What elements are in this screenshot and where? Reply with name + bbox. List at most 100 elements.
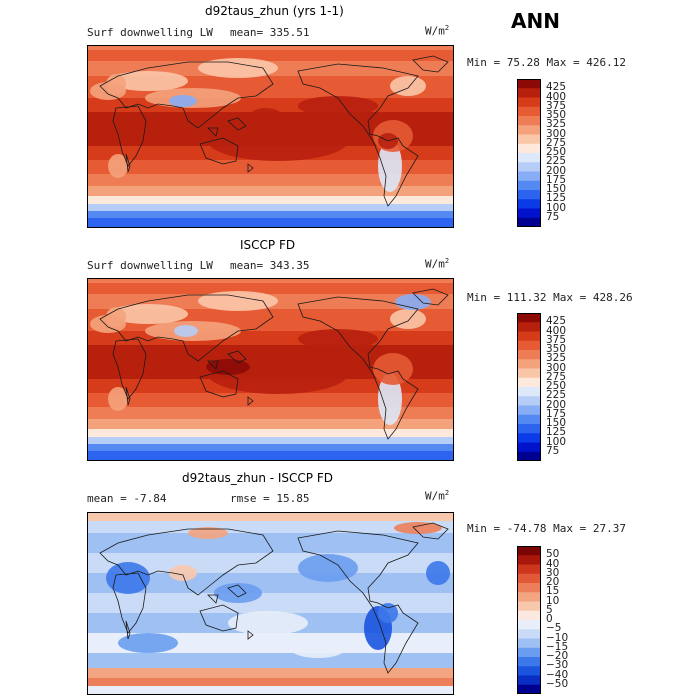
map-plot (87, 512, 454, 695)
map-blob (378, 373, 402, 425)
map-blob (390, 309, 426, 329)
colorbar-swatch (517, 190, 541, 200)
colorbar-swatch (517, 451, 541, 461)
coastline (112, 105, 147, 167)
map-band (88, 407, 453, 419)
coastline (227, 117, 247, 131)
map-blob (206, 359, 250, 375)
colorbar-tick-label: 325 (546, 118, 567, 131)
colorbar-tick-label: 100 (546, 201, 567, 214)
coastline (247, 396, 254, 406)
colorbar-swatch (517, 638, 541, 649)
map-blob (214, 583, 262, 603)
map-band (88, 283, 453, 288)
coastline (207, 594, 219, 604)
map-band (88, 668, 453, 678)
map-band (88, 279, 453, 283)
map-blob (108, 71, 188, 91)
coastline-layer (99, 55, 449, 207)
colorbar-tick-label: 0 (546, 613, 553, 625)
colorbar-tick-label: 125 (546, 426, 567, 439)
map-band (88, 46, 453, 50)
colorbar-swatch (517, 647, 541, 658)
map-blob (228, 611, 308, 635)
map-band (88, 76, 453, 86)
colorbar-swatch (517, 657, 541, 667)
colorbar-swatch (517, 675, 541, 686)
colorbar-tick-label: 375 (546, 99, 567, 112)
map-blob (298, 554, 358, 582)
colorbar-tick-label: 50 (546, 548, 560, 561)
colorbar-swatch (517, 405, 541, 416)
coastline (412, 522, 449, 540)
colorbar-swatch (517, 442, 541, 453)
colorbar-swatch (517, 88, 541, 98)
units-label: W/m2 (425, 489, 450, 503)
map-blob (426, 561, 450, 585)
colorbar-tick-label: −20 (546, 650, 569, 662)
minmax-label: Min = 111.32 Max = 428.26 (467, 291, 633, 304)
units-label: W/m2 (425, 24, 450, 38)
colorbar-swatch (517, 116, 541, 126)
map-band (88, 331, 453, 345)
colorbar-swatch (517, 79, 541, 89)
diff-bands (88, 513, 453, 694)
colorbar-swatch (517, 134, 541, 145)
coastline (199, 137, 239, 165)
colorbar-tick-label: 75 (546, 210, 560, 223)
map-band (88, 204, 453, 211)
colorbar-swatch (517, 424, 541, 434)
coastline (199, 604, 239, 632)
map-blob (250, 108, 282, 124)
colorbar (517, 313, 541, 461)
colorbar-tick-label: 175 (546, 407, 567, 420)
colorbar-swatch (517, 217, 541, 227)
colorbar-tick-label: 175 (546, 173, 567, 186)
colorbar-tick-label: 15 (546, 585, 560, 598)
colorbar-tick-label: −40 (546, 668, 569, 681)
colorbar-tick-label: 20 (546, 576, 560, 588)
coastline (112, 338, 147, 400)
colorbar-swatch (517, 620, 541, 630)
colorbar-tick-label: 425 (546, 81, 567, 94)
colorbar-swatch (517, 414, 541, 425)
colorbar-swatch (517, 666, 541, 676)
colorbar-tick-label: 425 (546, 315, 567, 328)
variable-label: Surf downwelling LW (87, 259, 213, 272)
panel-title: d92taus_zhun - ISCCP FD (182, 471, 333, 485)
coastline (227, 350, 247, 364)
colorbar-swatch (517, 359, 541, 369)
colorbar-swatch (517, 555, 541, 565)
colorbar-tick-label: −15 (546, 640, 569, 653)
map-band (88, 50, 453, 55)
colorbar-swatch (517, 143, 541, 154)
coastline (207, 360, 219, 370)
map-blob (106, 74, 126, 94)
colorbar-swatch (517, 387, 541, 397)
variable-label: Surf downwelling LW (87, 26, 213, 39)
map-blob (106, 307, 126, 327)
colorbar-swatch (517, 396, 541, 406)
minmax-label: Min = 75.28 Max = 426.12 (467, 56, 626, 69)
map-band (88, 437, 453, 444)
colorbar-swatch (517, 350, 541, 360)
panel-title: d92taus_zhun (yrs 1-1) (205, 4, 344, 18)
colorbar-swatch (517, 684, 541, 694)
map-band (88, 678, 453, 686)
map-band (88, 309, 453, 319)
colorbar-swatch (517, 313, 541, 323)
colorbar-swatch (517, 546, 541, 556)
colorbar-tick-label: 350 (546, 343, 567, 355)
map-blob (198, 58, 278, 78)
colorbar-tick-label: 300 (546, 127, 567, 140)
map-blob (378, 140, 402, 192)
map-blob (169, 565, 197, 581)
map-blob (174, 325, 198, 337)
colorbar-tick-label: −10 (546, 631, 569, 644)
colorbar-swatch (517, 125, 541, 135)
coastline (247, 630, 254, 640)
colorbar-tick-label: 350 (546, 109, 567, 121)
map-band (88, 196, 453, 204)
colorbar-swatch (517, 171, 541, 182)
map-band (88, 174, 453, 186)
